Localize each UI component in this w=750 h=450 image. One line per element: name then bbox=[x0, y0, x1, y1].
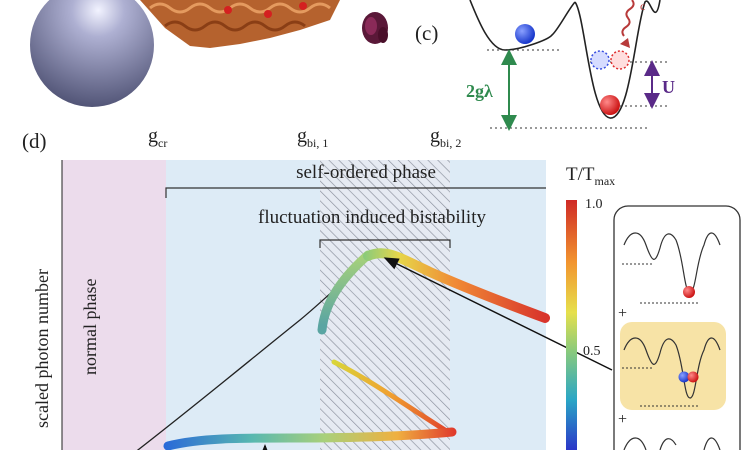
self-ordered-bracket bbox=[165, 187, 546, 198]
interaction-label: U bbox=[662, 77, 675, 97]
double-well-potential bbox=[469, 0, 661, 119]
photon-symbol: c bbox=[640, 0, 645, 13]
photon-arrowhead-icon bbox=[620, 38, 630, 48]
inset-panel: + + bbox=[613, 205, 741, 450]
red-atom bbox=[600, 95, 620, 115]
colorbar-tick-max: 1.0 bbox=[585, 197, 603, 212]
inset-red-atom bbox=[687, 371, 699, 383]
colorbar-title: T/Tmax bbox=[566, 164, 615, 188]
red-atom-ghost bbox=[610, 50, 630, 70]
cavity-illustration bbox=[30, 0, 388, 107]
inset-highlight bbox=[620, 322, 726, 410]
gcr-label: gcr bbox=[148, 125, 167, 150]
small-mirror-illustration bbox=[362, 12, 388, 44]
rising-branch bbox=[317, 250, 373, 335]
normal-phase-label: normal phase bbox=[80, 279, 100, 375]
energy-label: 2gλ bbox=[466, 81, 493, 101]
upper-branch bbox=[363, 248, 550, 323]
gbi2-label: gbi, 2 bbox=[430, 125, 461, 150]
atom-dot bbox=[224, 6, 232, 14]
colorbar-tick-mid: 0.5 bbox=[583, 344, 601, 359]
inset-well-top bbox=[623, 232, 721, 293]
panel-d-label: (d) bbox=[22, 129, 47, 153]
atom-dot bbox=[299, 2, 307, 10]
inset-plus: + bbox=[618, 411, 627, 428]
panel-c: (c) 2gλ U c bbox=[415, 0, 675, 131]
blue-atom-ghost bbox=[590, 50, 610, 70]
bistability-region bbox=[320, 160, 450, 450]
inset-blue-atom bbox=[678, 371, 690, 383]
bistability-label: fluctuation induced bistability bbox=[258, 207, 486, 228]
bistability-bracket bbox=[319, 239, 451, 248]
gbi1-label: gbi, 1 bbox=[297, 125, 328, 150]
atom-chain-illustration bbox=[140, 0, 340, 48]
normal-phase-region bbox=[62, 160, 166, 450]
inset-plus: + bbox=[618, 305, 627, 322]
self-ordered-label: self-ordered phase bbox=[296, 162, 436, 183]
inset-well-middle bbox=[623, 337, 721, 399]
atom-dot bbox=[264, 10, 272, 18]
inset-red-atom bbox=[683, 286, 695, 298]
panel-d: (d) gcr gbi, 1 gbi, 2 self-ordered phase… bbox=[22, 125, 741, 450]
panel-c-label: (c) bbox=[415, 21, 438, 45]
photon-wiggle-icon bbox=[621, 0, 635, 37]
blue-atom bbox=[515, 24, 535, 44]
inset-well-bottom bbox=[623, 437, 721, 450]
lower-branch bbox=[163, 427, 457, 450]
colorbar bbox=[566, 200, 577, 450]
unstable-branch bbox=[331, 359, 451, 435]
y-axis-label: scaled photon number bbox=[32, 269, 52, 428]
mirror-sphere bbox=[30, 0, 154, 107]
